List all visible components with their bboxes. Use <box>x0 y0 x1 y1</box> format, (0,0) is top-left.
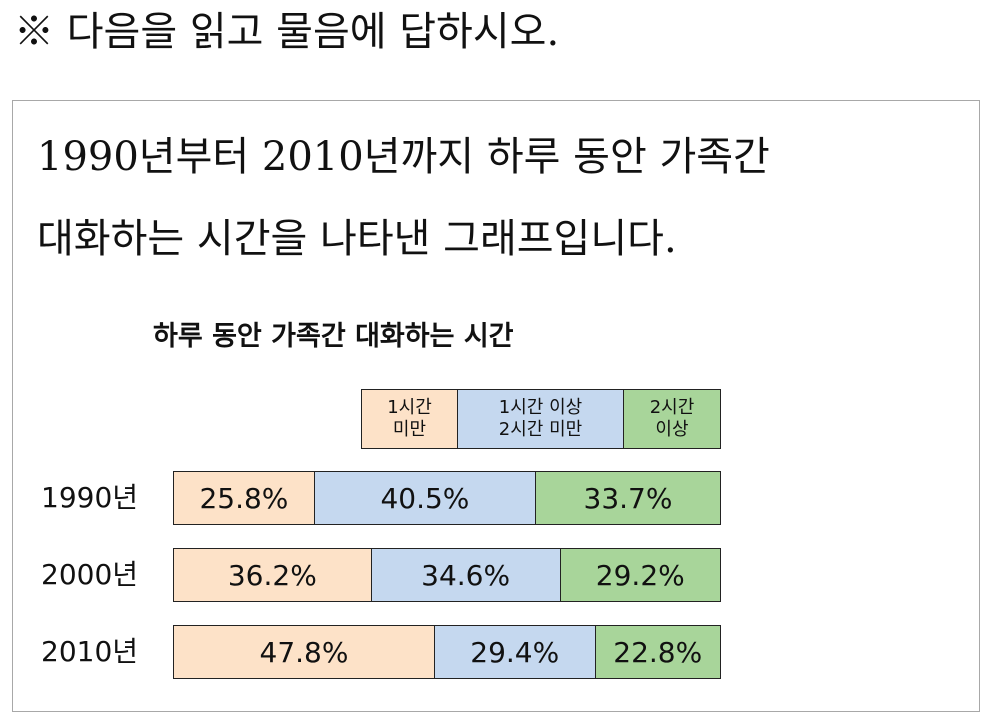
chart-legend: 1시간 미만 1시간 이상 2시간 미만 2시간 이상 <box>361 389 721 449</box>
passage-box: 1990년부터 2010년까지 하루 동안 가족간 대화하는 시간을 나타낸 그… <box>12 100 980 712</box>
question-prompt: ※ 다음을 읽고 물음에 답하시오. <box>14 9 560 55</box>
bar-segment: 33.7% <box>536 472 720 524</box>
legend-item-over-2h: 2시간 이상 <box>624 390 720 448</box>
row-label: 1990년 <box>41 481 139 514</box>
bar-segment: 47.8% <box>174 626 435 678</box>
stacked-bar: 36.2% 34.6% 29.2% <box>173 548 721 602</box>
bar-segment: 34.6% <box>371 549 561 601</box>
bar-segment: 29.4% <box>434 626 596 678</box>
bar-segment: 40.5% <box>314 472 536 524</box>
bar-segment: 29.2% <box>560 549 720 601</box>
bar-segment: 25.8% <box>174 472 315 524</box>
stacked-bar: 47.8% 29.4% 22.8% <box>173 625 721 679</box>
legend-item-under-1h: 1시간 미만 <box>362 390 458 448</box>
bar-segment: 36.2% <box>174 549 372 601</box>
description-line-2: 대화하는 시간을 나타낸 그래프입니다. <box>37 216 677 262</box>
row-label: 2010년 <box>41 635 139 668</box>
description-line-1: 1990년부터 2010년까지 하루 동안 가족간 <box>37 134 770 180</box>
row-label: 2000년 <box>41 558 139 591</box>
legend-item-1h-to-2h: 1시간 이상 2시간 미만 <box>458 390 624 448</box>
chart-title: 하루 동안 가족간 대화하는 시간 <box>153 321 514 352</box>
bar-segment: 22.8% <box>595 626 720 678</box>
stacked-bar: 25.8% 40.5% 33.7% <box>173 471 721 525</box>
